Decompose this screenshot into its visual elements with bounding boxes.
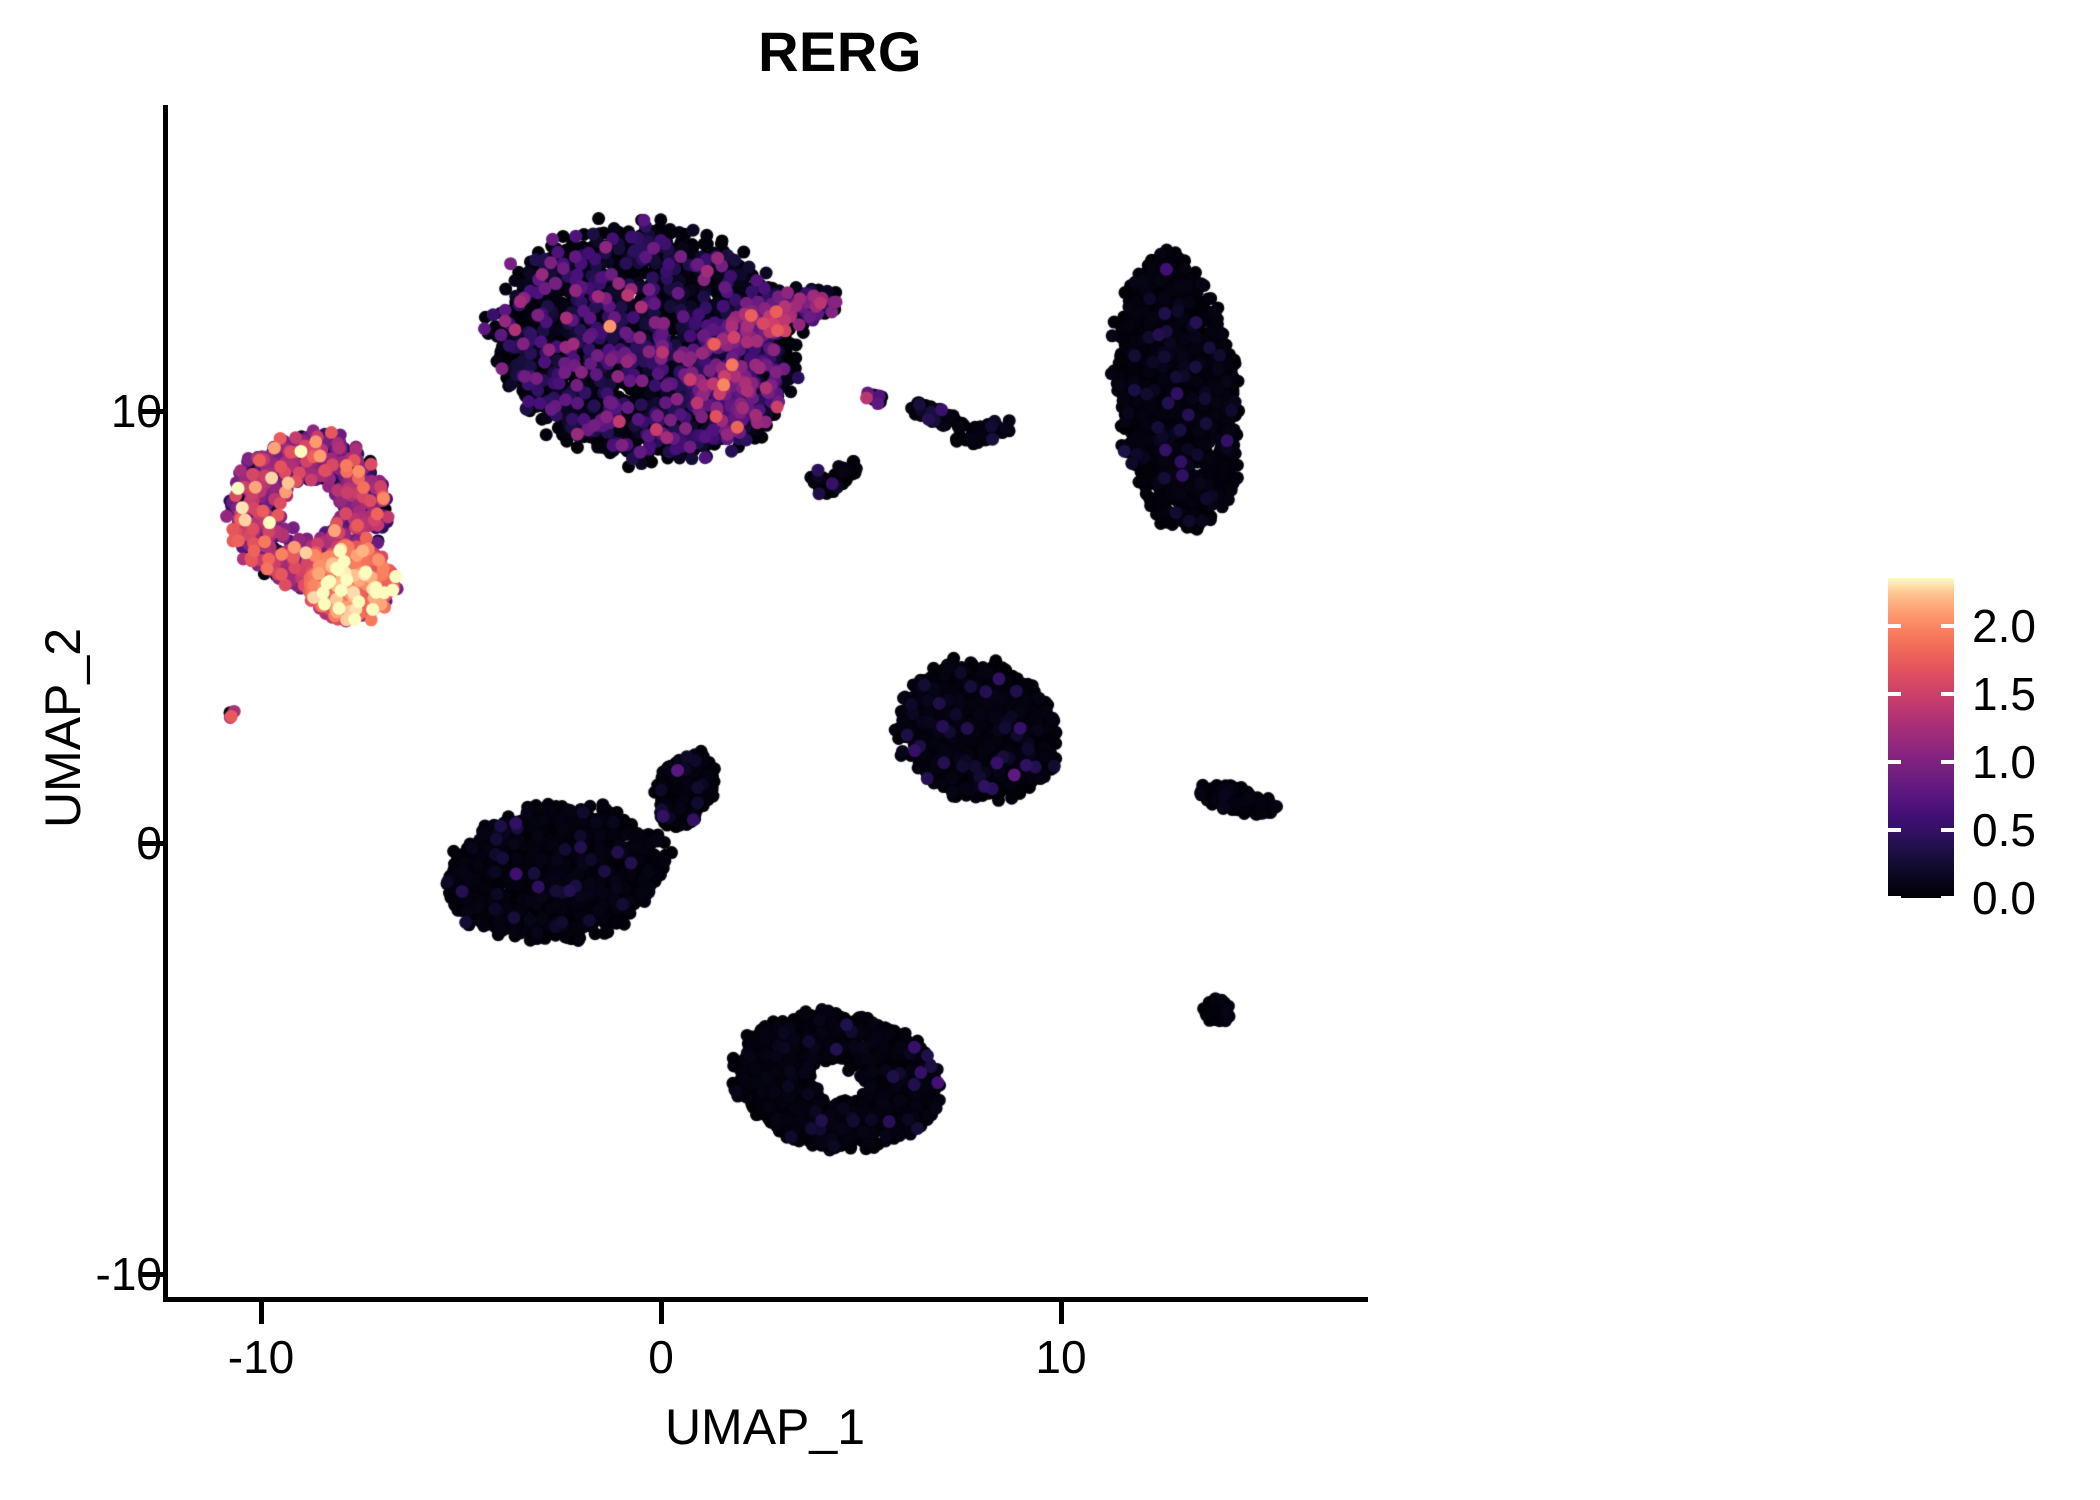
- colorbar-label: 1.5: [1972, 667, 2036, 720]
- colorbar-tick: [1941, 759, 1954, 764]
- x-axis-title: UMAP_1: [664, 1399, 866, 1455]
- scatter-plot-panel: [165, 105, 1365, 1300]
- scatter-points-canvas: [165, 105, 1365, 1300]
- colorbar-label: 0.0: [1972, 872, 2036, 924]
- colorbar-label: 1.0: [1972, 735, 2036, 788]
- colorbar-tick: [1888, 759, 1901, 764]
- color-legend: 2.0 1.5 1.0 0.5 0.0: [1888, 578, 2078, 921]
- y-axis-line: [163, 105, 168, 1302]
- colorbar-tick: [1888, 827, 1901, 832]
- x-tick-label: -10: [227, 1331, 295, 1383]
- x-tick-mark: [259, 1302, 264, 1324]
- x-tick-mark: [659, 1302, 664, 1324]
- y-tick-mark: [142, 840, 164, 846]
- y-tick-mark: [142, 409, 164, 415]
- colorbar-tick: [1941, 691, 1954, 696]
- x-tick-mark: [1059, 1302, 1064, 1324]
- colorbar-tick: [1888, 623, 1901, 628]
- y-axis-title: UMAP_2: [35, 627, 91, 829]
- colorbar-label: 0.5: [1972, 803, 2036, 856]
- y-tick-label: -10: [95, 1248, 162, 1301]
- y-tick-label: 0: [136, 816, 162, 869]
- x-tick-label: 0: [648, 1331, 674, 1383]
- colorbar-gradient: [1888, 578, 1954, 900]
- colorbar-tick: [1941, 623, 1954, 628]
- colorbar-label: 2.0: [1972, 599, 2036, 652]
- y-tick-mark: [142, 1272, 164, 1278]
- page-title: RERG: [758, 20, 922, 83]
- x-axis-line: [163, 1297, 1368, 1302]
- x-tick-label: 10: [1035, 1331, 1087, 1383]
- colorbar-tick: [1941, 827, 1954, 832]
- colorbar-tick: [1888, 896, 1901, 900]
- y-tick-label: 10: [110, 385, 162, 438]
- colorbar-tick: [1888, 691, 1901, 696]
- colorbar-tick: [1941, 896, 1954, 900]
